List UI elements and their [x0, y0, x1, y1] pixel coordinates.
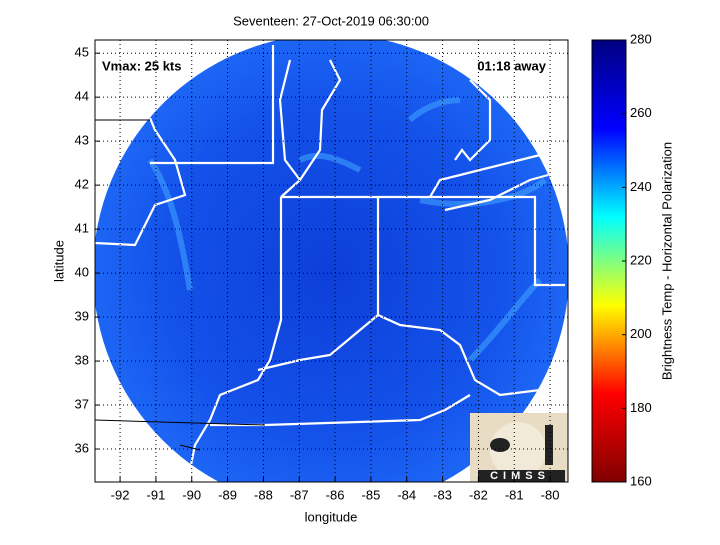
colorbar-label: Brightness Temp - Horizontal Polarizatio… — [659, 142, 674, 380]
colorbar-tick-label: 240 — [630, 179, 652, 194]
x-tick-label: -89 — [218, 487, 237, 502]
y-tick-label: 43 — [75, 133, 89, 148]
swath — [95, 40, 568, 482]
y-tick-label: 44 — [75, 89, 89, 104]
colorbar-tick-label: 280 — [630, 31, 652, 46]
x-tick-label: -82 — [469, 487, 488, 502]
map-area — [95, 40, 568, 482]
colorbar-tick-label: 160 — [630, 473, 652, 488]
x-tick-label: -87 — [290, 487, 309, 502]
y-tick-label: 38 — [75, 352, 89, 367]
y-tick-label: 45 — [75, 45, 89, 60]
x-tick-label: -84 — [397, 487, 416, 502]
plot-frame — [94, 39, 569, 483]
x-tick-label: -83 — [433, 487, 452, 502]
x-tick-label: -81 — [505, 487, 524, 502]
y-tick-label: 39 — [75, 309, 89, 324]
x-tick-label: -85 — [362, 487, 381, 502]
x-tick-label: -86 — [326, 487, 345, 502]
y-tick-label: 41 — [75, 221, 89, 236]
annotation: 01:18 away — [477, 58, 546, 73]
annotation: Vmax: 25 kts — [102, 58, 182, 73]
x-tick-label: -80 — [541, 487, 560, 502]
x-tick-label: -90 — [182, 487, 201, 502]
y-axis-label: latitude — [51, 240, 66, 282]
y-tick-label: 36 — [75, 440, 89, 455]
colorbar — [591, 39, 627, 483]
x-tick-label: -88 — [254, 487, 273, 502]
colorbar-tick-label: 260 — [630, 105, 652, 120]
logo: CIMSS — [470, 413, 568, 482]
y-tick-label: 40 — [75, 265, 89, 280]
y-tick-label: 37 — [75, 396, 89, 411]
x-tick-label: -92 — [111, 487, 130, 502]
colorbar-tick-label: 220 — [630, 252, 652, 267]
y-tick-label: 42 — [75, 177, 89, 192]
colorbar-tick-label: 200 — [630, 326, 652, 341]
x-axis-label: longitude — [305, 509, 358, 524]
chart-title: Seventeen: 27-Oct-2019 06:30:00 — [233, 13, 429, 28]
x-tick-label: -91 — [147, 487, 166, 502]
colorbar-tick-label: 180 — [630, 400, 652, 415]
logo-text: CIMSS — [490, 470, 550, 482]
